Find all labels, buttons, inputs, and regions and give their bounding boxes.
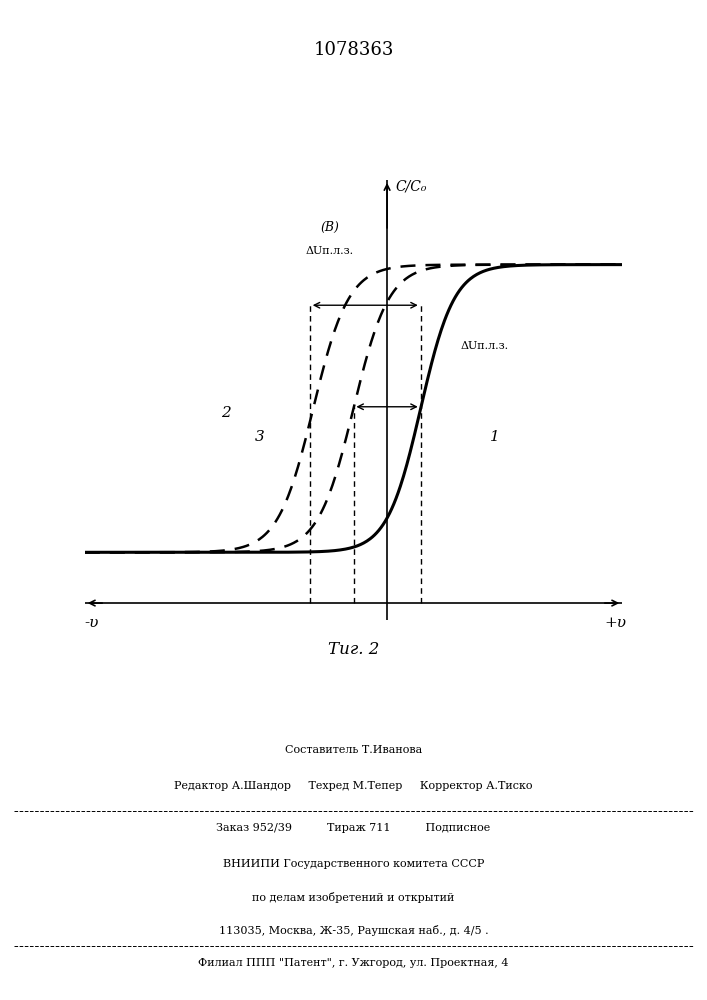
Text: C/C₀: C/C₀ (395, 179, 426, 193)
Text: +υ: +υ (604, 616, 626, 630)
Text: 1: 1 (490, 430, 499, 444)
Text: Составитель Т.Иванова: Составитель Т.Иванова (285, 745, 422, 755)
Text: 2: 2 (221, 406, 230, 420)
Text: Заказ 952/39          Тираж 711          Подписное: Заказ 952/39 Тираж 711 Подписное (216, 823, 491, 833)
Text: 113035, Москва, Ж-35, Раушская наб., д. 4/5 .: 113035, Москва, Ж-35, Раушская наб., д. … (218, 925, 489, 936)
Text: (B): (B) (320, 221, 339, 234)
Text: Филиал ППП "Патент", г. Ужгород, ул. Проектная, 4: Филиал ППП "Патент", г. Ужгород, ул. Про… (198, 958, 509, 968)
Text: ВНИИПИ Государственного комитета СССР: ВНИИПИ Государственного комитета СССР (223, 859, 484, 869)
Text: ΔUп.л.з.: ΔUп.л.з. (461, 341, 509, 351)
Text: -υ: -υ (84, 616, 99, 630)
Text: Редактор А.Шандор     Техред М.Тепер     Корректор А.Тиско: Редактор А.Шандор Техред М.Тепер Коррект… (174, 781, 533, 791)
Text: 3: 3 (255, 430, 264, 444)
Text: Τиг. 2: Τиг. 2 (328, 642, 379, 658)
Text: 1078363: 1078363 (313, 41, 394, 59)
Text: по делам изобретений и открытий: по делам изобретений и открытий (252, 892, 455, 903)
Text: ΔUп.л.з.: ΔUп.л.з. (306, 246, 354, 256)
